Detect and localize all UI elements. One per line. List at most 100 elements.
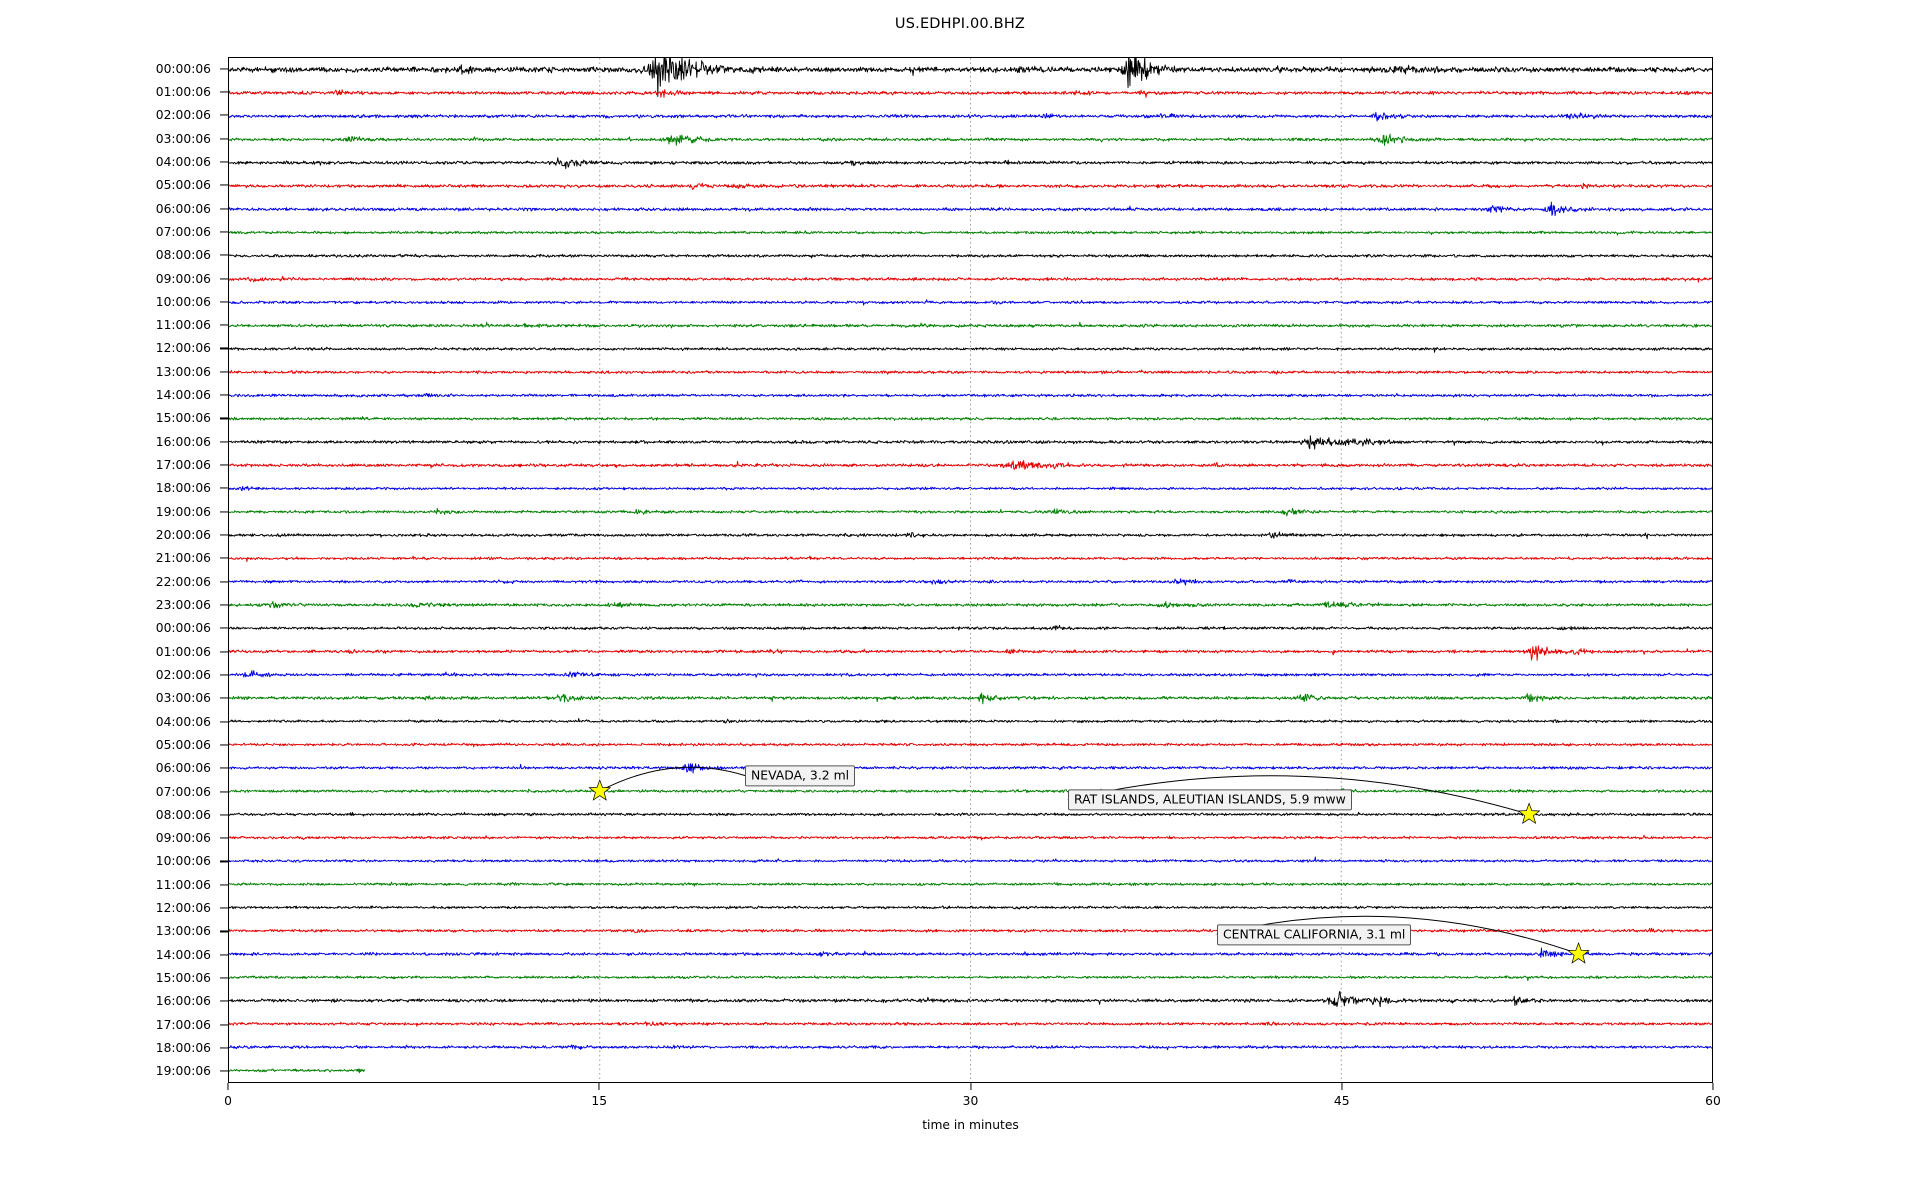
y-tick-label: 16:00:06: [155, 994, 211, 1009]
y-tick-mark: [220, 534, 228, 536]
waveform-trace: [229, 1022, 1712, 1026]
y-tick-label: 04:00:06: [155, 154, 211, 169]
waveform-trace: [229, 976, 1712, 981]
waveform-trace: [229, 857, 1712, 862]
x-tick-label: 45: [1333, 1094, 1350, 1108]
waveform-trace: [229, 556, 1712, 562]
y-tick-label: 01:00:06: [155, 84, 211, 99]
y-tick-label: 02:00:06: [155, 667, 211, 682]
waveform-trace: [229, 992, 1712, 1007]
y-tick-label: 17:00:06: [155, 458, 211, 473]
y-tick-mark: [220, 1070, 228, 1072]
y-tick-mark: [220, 371, 228, 373]
y-tick-mark: [220, 417, 228, 419]
waveform-trace: [229, 906, 1712, 909]
y-tick-label: 10:00:06: [155, 294, 211, 309]
y-tick-label: 15:00:06: [155, 971, 211, 986]
x-tick-label: 60: [1705, 1094, 1721, 1108]
y-tick-label: 07:00:06: [155, 224, 211, 239]
y-tick-mark: [220, 744, 228, 746]
waveform-trace: [229, 948, 1712, 957]
y-tick-label: 02:00:06: [155, 108, 211, 123]
waveform-trace: [229, 532, 1712, 539]
y-tick-mark: [220, 954, 228, 956]
y-tick-label: 22:00:06: [155, 574, 211, 589]
y-tick-mark: [220, 557, 228, 559]
y-tick-mark: [220, 68, 228, 70]
waveform-trace: [229, 300, 1712, 305]
y-tick-label: 09:00:06: [155, 831, 211, 846]
waveform-trace: [229, 671, 1712, 678]
y-tick-mark: [220, 161, 228, 163]
y-axis-tick-labels: 00:00:06 01:00:06 02:00:06 03:00:06 04:00:06…: [0, 57, 228, 1083]
x-tick-label: 0: [224, 1094, 232, 1108]
y-tick-mark: [220, 581, 228, 583]
y-tick-mark: [220, 231, 228, 233]
y-tick-mark: [220, 627, 228, 629]
y-tick-label: 04:00:06: [155, 714, 211, 729]
waveform-trace: [229, 183, 1712, 189]
y-tick-mark: [220, 767, 228, 769]
y-tick-label: 05:00:06: [155, 737, 211, 752]
x-axis-tick-labels: 0 15 30 45 60: [224, 1083, 1721, 1123]
waveform-trace: [229, 743, 1712, 747]
waveform-trace: [229, 835, 1712, 840]
y-tick-label: 18:00:06: [155, 481, 211, 496]
y-tick-mark: [220, 208, 228, 210]
event-star-markers: [589, 780, 1589, 963]
y-tick-mark: [220, 651, 228, 653]
y-tick-label: 12:00:06: [155, 901, 211, 916]
waveform-trace: [229, 602, 1712, 608]
y-tick-mark: [220, 487, 228, 489]
waveform-trace: [229, 461, 1712, 470]
y-tick-label: 21:00:06: [155, 551, 211, 566]
waveform-trace: [229, 718, 1712, 723]
y-tick-label: 18:00:06: [155, 1041, 211, 1056]
y-tick-label: 01:00:06: [155, 644, 211, 659]
y-tick-mark: [220, 814, 228, 816]
y-tick-mark: [220, 977, 228, 979]
waveform-trace: [229, 508, 1712, 516]
y-tick-label: 08:00:06: [155, 807, 211, 822]
y-tick-label: 05:00:06: [155, 178, 211, 193]
y-tick-mark: [220, 324, 228, 326]
y-tick-mark: [220, 721, 228, 723]
event-star-icon[interactable]: [589, 780, 610, 800]
y-tick-mark: [220, 1024, 228, 1026]
event-star-icon[interactable]: [1519, 803, 1540, 823]
x-tick-mark: [227, 1083, 229, 1090]
y-tick-mark: [220, 1000, 228, 1002]
y-tick-label: 03:00:06: [155, 131, 211, 146]
y-tick-label: 19:00:06: [155, 1064, 211, 1079]
event-annotation-label[interactable]: NEVADA, 3.2 ml: [745, 765, 856, 787]
waveform-trace: [229, 58, 1712, 96]
y-tick-label: 11:00:06: [155, 877, 211, 892]
y-tick-label: 12:00:06: [155, 341, 211, 356]
waveform-trace: [229, 764, 1712, 774]
y-tick-label: 14:00:06: [155, 947, 211, 962]
y-tick-mark: [220, 907, 228, 909]
waveform-trace: [229, 322, 1712, 328]
waveform-trace: [229, 202, 1712, 216]
x-tick-label: 30: [962, 1094, 979, 1108]
waveform-trace: [229, 254, 1712, 258]
x-tick-mark: [969, 1083, 972, 1090]
y-tick-label: 03:00:06: [155, 691, 211, 706]
event-annotation-label[interactable]: RAT ISLANDS, ALEUTIAN ISLANDS, 5.9 mww: [1068, 789, 1352, 811]
waveform-traces: [229, 58, 1712, 1073]
y-tick-label: 13:00:06: [155, 924, 211, 939]
y-tick-mark: [220, 697, 228, 699]
y-tick-mark: [220, 441, 228, 443]
event-annotation-label[interactable]: CENTRAL CALIFORNIA, 3.1 ml: [1217, 924, 1412, 946]
waveform-trace: [229, 158, 1712, 169]
page-title: US.EDHPI.00.BHZ: [894, 16, 1026, 32]
waveform-trace: [229, 436, 1712, 449]
x-axis-label: time in minutes: [922, 1118, 1019, 1132]
waveform-trace: [229, 134, 1712, 145]
y-tick-label: 10:00:06: [155, 854, 211, 869]
waveform-trace: [229, 882, 1712, 886]
event-star-icon[interactable]: [1568, 943, 1589, 963]
waveform-trace: [229, 90, 1712, 98]
y-tick-mark: [220, 91, 228, 93]
waveform-trace: [229, 347, 1712, 353]
